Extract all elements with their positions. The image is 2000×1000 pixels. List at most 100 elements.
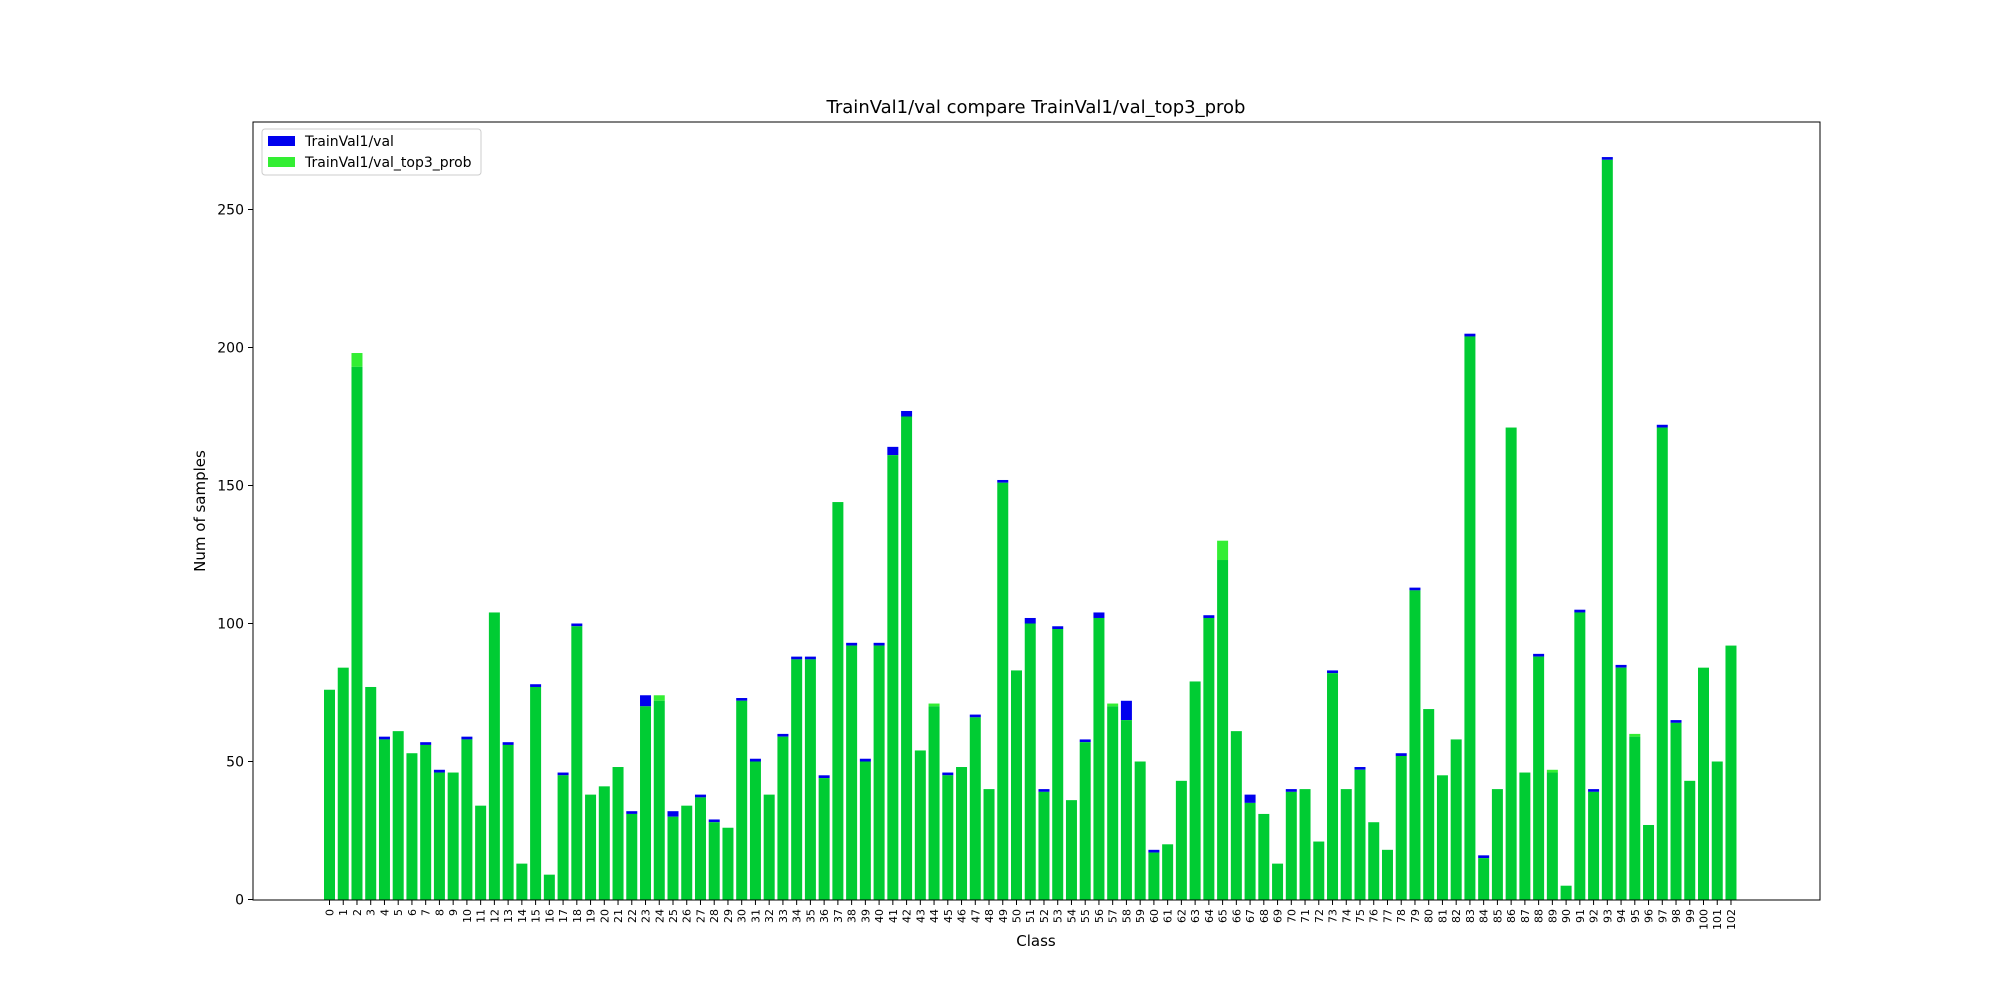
bar-class-47	[969, 717, 981, 900]
bar-class-101	[1711, 761, 1723, 900]
bar-diff-class-93	[1601, 157, 1613, 160]
bar-class-22	[626, 813, 638, 900]
bar-class-50	[1011, 670, 1022, 900]
bar-class-12	[488, 612, 500, 900]
x-tick-label: 11	[475, 909, 488, 923]
bar-diff-class-84	[1478, 855, 1490, 859]
bar-class-85	[1491, 789, 1503, 900]
bar-class-92	[1588, 791, 1600, 900]
x-tick-label: 5	[392, 909, 405, 916]
bar-diff-class-95	[1629, 733, 1641, 737]
bar-class-76	[1368, 822, 1380, 900]
bar-diff-class-15	[530, 684, 542, 687]
x-tick-label: 17	[557, 909, 570, 923]
bar-diff-class-22	[626, 811, 638, 814]
bar-diff-class-94	[1615, 664, 1627, 668]
x-tick-label: 65	[1217, 909, 1230, 923]
y-axis-title: Num of samples	[191, 450, 209, 572]
x-tick-label: 77	[1381, 909, 1394, 923]
x-tick-label: 3	[365, 909, 378, 916]
x-tick-label: 84	[1478, 909, 1491, 923]
bar-diff-class-2	[351, 353, 363, 367]
x-tick-label: 68	[1258, 909, 1271, 923]
bar-class-63	[1189, 681, 1201, 900]
x-tick-label: 59	[1134, 909, 1147, 923]
bar-diff-class-4	[378, 736, 390, 740]
bar-diff-class-41	[887, 446, 899, 456]
bar-diff-class-18	[571, 623, 583, 627]
bar-class-31	[749, 761, 761, 900]
x-tick-label: 16	[543, 909, 556, 923]
bar-diff-class-92	[1588, 789, 1600, 792]
bar-class-55	[1079, 742, 1091, 900]
bar-class-23	[640, 706, 652, 900]
x-tick-label: 0	[324, 909, 337, 916]
bar-diff-class-31	[749, 758, 761, 762]
x-tick-label: 76	[1368, 909, 1381, 923]
x-tick-label: 70	[1285, 909, 1298, 923]
bar-class-7	[420, 744, 432, 900]
x-tick-label: 100	[1698, 909, 1711, 930]
x-tick-label: 45	[942, 909, 955, 923]
x-tick-label: 33	[777, 909, 790, 923]
bar-class-33	[777, 736, 789, 900]
legend-swatch-val	[268, 136, 295, 146]
bar-class-1	[337, 667, 349, 900]
bar-diff-class-36	[818, 775, 830, 779]
bar-class-11	[475, 805, 487, 900]
bar-class-20	[598, 786, 610, 900]
plot-frame	[252, 121, 1821, 901]
bar-diff-class-25	[667, 811, 679, 817]
x-tick-label: 61	[1162, 909, 1175, 923]
x-tick-label: 7	[420, 909, 433, 916]
bar-class-90	[1560, 885, 1572, 900]
bar-diff-class-28	[708, 819, 720, 823]
bar-diff-class-33	[777, 733, 789, 737]
bar-class-54	[1065, 800, 1077, 900]
x-tick-label: 90	[1560, 909, 1573, 923]
y-tick-label: 0	[235, 893, 244, 909]
x-tick-label: 57	[1107, 909, 1120, 923]
legend-label-val: TrainVal1/val	[304, 134, 394, 150]
bar-class-24	[653, 700, 665, 900]
bar-class-58	[1120, 720, 1132, 900]
bar-class-27	[694, 797, 706, 900]
x-tick-label: 43	[914, 909, 927, 923]
y-tick-label: 100	[217, 617, 244, 633]
bar-diff-class-70	[1285, 789, 1297, 792]
bar-diff-class-39	[859, 758, 871, 762]
bar-class-71	[1299, 789, 1311, 900]
bar-class-99	[1684, 780, 1696, 900]
bar-class-41	[887, 455, 899, 900]
x-tick-label: 22	[626, 909, 639, 923]
x-tick-label: 34	[791, 909, 804, 923]
x-tick-label: 6	[406, 909, 419, 916]
x-tick-label: 82	[1450, 909, 1463, 923]
bar-class-37	[832, 502, 844, 900]
x-tick-label: 48	[983, 909, 996, 923]
bar-class-13	[502, 744, 514, 900]
bar-class-40	[873, 645, 885, 900]
x-tick-label: 69	[1272, 909, 1285, 923]
bar-class-97	[1656, 427, 1668, 900]
x-tick-label: 53	[1052, 909, 1065, 923]
x-tick-label: 4	[378, 909, 391, 916]
bar-diff-class-67	[1244, 794, 1256, 803]
x-tick-label: 97	[1656, 909, 1669, 923]
bar-class-17	[557, 775, 569, 900]
bar-diff-class-38	[846, 642, 858, 646]
y-tick-label: 50	[226, 755, 244, 771]
x-tick-label: 71	[1299, 909, 1312, 923]
bar-class-96	[1643, 824, 1655, 900]
bar-diff-class-52	[1038, 789, 1050, 792]
bar-class-26	[681, 805, 693, 900]
x-tick-label: 62	[1175, 909, 1188, 923]
x-tick-label: 32	[763, 909, 776, 923]
bar-class-68	[1258, 813, 1270, 900]
x-tick-label: 46	[956, 909, 969, 923]
bar-class-60	[1148, 852, 1160, 900]
x-tick-label: 55	[1079, 909, 1092, 923]
x-tick-label: 12	[488, 909, 501, 923]
x-tick-label: 20	[598, 909, 611, 923]
x-axis: 0 1 2 3 4 5 6 7 8 9 10 11 12 13 14 15 16 17 18 19 20 21 22 23 24…	[324, 900, 1738, 930]
